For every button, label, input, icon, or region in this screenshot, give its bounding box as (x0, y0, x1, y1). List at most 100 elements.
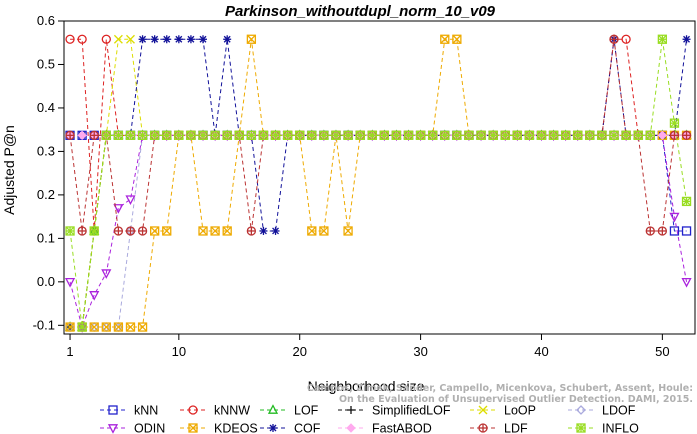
data-point-inflo (500, 130, 510, 140)
data-point-inflo (597, 130, 607, 140)
data-point-ldf (89, 130, 99, 140)
data-point-inflo (137, 130, 148, 140)
data-point-inflo (258, 130, 269, 140)
data-point-cof (186, 35, 195, 44)
data-point-inflo (391, 130, 402, 140)
data-point-cof (138, 35, 147, 44)
data-point-kdeos (101, 322, 111, 332)
data-point-ldf (77, 226, 87, 236)
data-point-kdeos (162, 226, 172, 236)
data-point-knn (669, 226, 680, 236)
legend-label: INFLO (602, 422, 639, 434)
data-point-kdeos (89, 322, 99, 332)
legend-label: KDEOS (214, 422, 258, 434)
data-point-odin (89, 291, 100, 301)
legend-label: LoOP (504, 404, 536, 418)
data-point-inflo (669, 118, 680, 128)
data-point-inflo (101, 130, 111, 140)
data-point-cof (271, 226, 280, 235)
x-axis-label: Neighborhood size (308, 378, 425, 394)
data-point-inflo (319, 130, 329, 140)
data-point-inflo (621, 130, 631, 140)
data-point-ldf (609, 34, 619, 44)
data-point-odin (113, 204, 124, 214)
series-simplifiedlof (66, 131, 691, 332)
data-point-inflo (222, 130, 232, 140)
series-line-inflo (69, 39, 688, 328)
data-point-cof (162, 35, 171, 44)
data-point-inflo (440, 130, 450, 140)
data-point-cof (259, 226, 268, 235)
data-point-inflo (573, 130, 583, 140)
data-point-inflo (488, 130, 498, 140)
data-point-inflo (77, 322, 87, 332)
series-line-kdeos (70, 38, 687, 328)
data-point-ldf (65, 130, 75, 140)
data-point-inflo (464, 130, 474, 140)
data-point-inflo (295, 130, 305, 140)
data-point-inflo (113, 130, 124, 140)
data-point-inflo (367, 130, 377, 140)
data-point-inflo (609, 130, 619, 140)
data-point-knnw (101, 34, 111, 44)
credit-line-2: Campos, Zimek, Sander, Campello, Micenko… (307, 383, 693, 394)
data-point-ldf (137, 226, 148, 236)
y-tick-label: 0.6 (37, 13, 55, 28)
data-point-kdeos (113, 322, 124, 332)
data-point-loop (113, 34, 123, 44)
data-point-kdeos (440, 34, 450, 44)
data-point-inflo (452, 130, 462, 140)
data-point-knnw (621, 34, 631, 44)
data-point-fastabod (657, 130, 668, 141)
data-point-knnw (65, 34, 75, 44)
data-point-kdeos (343, 226, 353, 236)
series-knn (65, 130, 692, 236)
legend-label: LDOF (602, 404, 636, 418)
data-point-ldf (681, 130, 692, 140)
data-point-cof (223, 35, 232, 44)
legend-label: kNN (134, 404, 158, 418)
data-point-inflo (428, 130, 438, 140)
data-point-inflo (548, 130, 559, 140)
data-point-kdeos (198, 226, 208, 236)
data-point-cof (174, 35, 183, 44)
credit-line-1: On the Evaluation of Unsupervised Outlie… (339, 394, 693, 405)
series-line-loop (70, 38, 687, 328)
data-point-inflo (125, 130, 136, 140)
data-point-inflo (524, 130, 535, 140)
data-point-cof (199, 35, 208, 44)
data-point-inflo (633, 130, 643, 140)
data-point-ldf (125, 226, 136, 236)
data-point-inflo (585, 130, 595, 140)
legend-label: LOF (294, 404, 319, 418)
data-point-knn (681, 226, 692, 236)
data-point-fastabod (77, 130, 87, 141)
data-point-inflo (210, 130, 220, 140)
data-point-inflo (186, 130, 196, 140)
data-point-inflo (512, 130, 522, 140)
data-point-inflo (282, 130, 293, 140)
data-point-kdeos (65, 322, 75, 332)
data-point-inflo (379, 130, 389, 140)
data-point-ldf (246, 226, 257, 236)
data-point-inflo (234, 130, 244, 140)
y-tick-label: -0.1 (33, 317, 55, 332)
x-tick-label: 30 (413, 344, 427, 359)
legend-label: COF (294, 422, 321, 434)
legend-item-knnw: kNNW (180, 404, 250, 418)
legend-item-odin: ODIN (100, 422, 165, 434)
data-point-kdeos (246, 34, 257, 44)
legend-item-cof: COF (260, 422, 321, 434)
data-point-inflo (536, 130, 547, 140)
data-point-cof (682, 35, 691, 44)
data-point-kdeos (150, 226, 160, 236)
series-kdeos (65, 34, 692, 332)
series-lof (64, 129, 692, 331)
legend-label: FastABOD (372, 422, 432, 434)
series-layer (64, 34, 692, 333)
series-loop (65, 34, 691, 332)
legend-item-simplifiedlof: SimplifiedLOF (338, 404, 451, 418)
legend-item-loop: LoOP (470, 404, 536, 418)
y-axis-label: Adjusted P@n (1, 125, 17, 215)
